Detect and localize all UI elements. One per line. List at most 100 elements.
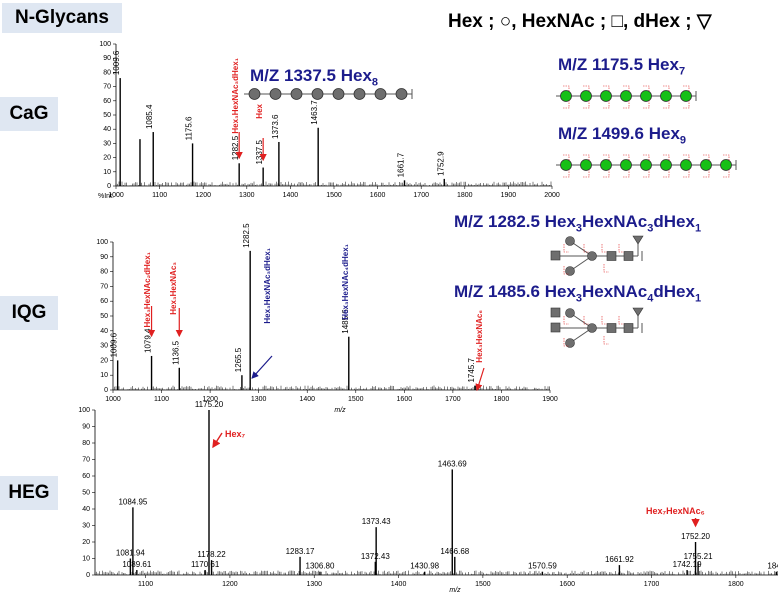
baseline-noise xyxy=(112,385,550,390)
y-tick-label: 0 xyxy=(86,572,90,579)
symbol-legend: Hex ; ○, HexNAc ; □, dHex ; ▽ xyxy=(448,11,712,32)
x-tick-label: 1200 xyxy=(195,192,211,199)
fragment-line xyxy=(603,336,609,345)
fragment-line xyxy=(683,154,690,178)
peak-label: 1745.7 xyxy=(467,358,476,383)
peak-label: 1084.95 xyxy=(118,497,147,506)
hex-circle xyxy=(580,159,592,171)
hex-circle xyxy=(600,159,612,171)
fragment-line xyxy=(601,244,607,253)
peak-label: 1485.6 xyxy=(341,309,350,334)
peak-label: 1337.5 xyxy=(255,140,264,165)
hex-circle xyxy=(560,159,572,171)
annotation-label: Hex₇HexNAc₆ xyxy=(646,506,705,516)
chart-heg: 0 10 20 30 40 50 60 70 80 90 100 1100 1200 1300 1400 15… xyxy=(78,400,778,594)
y-tick-label: 80 xyxy=(100,269,108,276)
hex-circle xyxy=(565,236,575,246)
fragment-line xyxy=(643,154,650,178)
y-tick-label: 0 xyxy=(107,183,111,190)
y-tick-label: 80 xyxy=(82,440,90,447)
hex-circle xyxy=(290,88,303,100)
peak-label: 1752.9 xyxy=(436,151,445,176)
peak-label: 1175.6 xyxy=(185,116,194,140)
y-tick-label: 90 xyxy=(100,254,108,261)
annotation-label: Hex₃HexNAc₃ xyxy=(169,262,178,315)
fragment-line xyxy=(563,316,569,325)
fragment-line xyxy=(618,244,624,253)
x-tick-label: 1900 xyxy=(542,396,558,403)
panel-label-heg: HEG xyxy=(0,476,58,510)
peak-label: 1306.80 xyxy=(306,562,335,571)
x-tick-label: 1400 xyxy=(299,396,315,403)
y-tick-label: 0 xyxy=(104,387,108,394)
hex-circle xyxy=(720,159,732,171)
hex-circle xyxy=(680,159,692,171)
y-tick-label: 60 xyxy=(100,298,108,305)
peak-label: 1570.59 xyxy=(528,562,557,571)
peak-label: 1081.94 xyxy=(116,549,145,558)
x-tick-label: 1700 xyxy=(445,396,461,403)
dhex-triangle xyxy=(632,307,644,317)
glycan-iqg-b xyxy=(550,307,644,348)
glycan-cag-b xyxy=(556,159,737,171)
fragment-line xyxy=(583,316,589,325)
hex-circle xyxy=(640,159,652,171)
x-tick-label: 1400 xyxy=(283,192,299,199)
peak-label: 1009.6 xyxy=(112,50,121,75)
x-tick-label: 1500 xyxy=(326,192,342,199)
fragments-cag-a xyxy=(563,85,690,109)
x-axis-label: m/z xyxy=(449,587,461,594)
x-tick-label: 1700 xyxy=(644,581,660,588)
hexnac-square xyxy=(623,323,634,333)
hex-circle xyxy=(565,338,575,348)
y-tick-label: 50 xyxy=(82,490,90,497)
peak-label: 1742.19 xyxy=(673,560,702,569)
hex-circle xyxy=(374,88,387,100)
x-tick-label: 1600 xyxy=(397,396,413,403)
structure-title-cag-main: M/Z 1337.5 Hex8 xyxy=(250,66,379,89)
x-tick-label: 1600 xyxy=(559,581,575,588)
x-tick-label: 1000 xyxy=(108,192,124,199)
structure-title-cag-b: M/Z 1499.6 Hex9 xyxy=(558,124,687,147)
hexnac-square xyxy=(606,251,617,261)
fragment-line xyxy=(563,244,569,253)
peak-label: 1463.7 xyxy=(310,100,319,125)
peak-label: 1661.7 xyxy=(397,152,406,177)
annotation-label: Hex₃HexNAc₃dHex₁ xyxy=(231,57,240,133)
peak-label: 1089.61 xyxy=(122,560,151,569)
hex-circle xyxy=(587,323,597,333)
y-tick-label: 40 xyxy=(100,328,108,335)
x-tick-label: 1700 xyxy=(413,192,429,199)
fragment-line xyxy=(603,264,609,273)
x-tick-label: 1000 xyxy=(105,396,121,403)
x-tick-label: 1800 xyxy=(457,192,473,199)
y-tick-label: 10 xyxy=(82,556,90,563)
fragment-line xyxy=(663,154,670,178)
x-tick-label: 1100 xyxy=(154,396,169,403)
peak-label: 1373.43 xyxy=(362,517,391,526)
peak-label: 1282.5 xyxy=(242,223,251,248)
y-tick-label: 20 xyxy=(100,357,108,364)
hex-circle xyxy=(269,88,282,100)
y-tick-label: 70 xyxy=(82,457,90,464)
peak-label: 1752.20 xyxy=(681,532,710,541)
annotation-label: Hex₃HexNAc₂dHex₁ xyxy=(143,251,152,327)
y-tick-label: 10 xyxy=(103,169,111,176)
fragment-line xyxy=(623,154,630,178)
fragment-line xyxy=(703,154,710,178)
y-tick-label: 100 xyxy=(78,407,90,414)
fragment-line xyxy=(643,85,650,109)
hex-circle xyxy=(332,88,345,100)
y-tick-label: 90 xyxy=(103,55,111,62)
hex-circle xyxy=(660,90,672,102)
peak-label: 1282.5 xyxy=(231,135,240,160)
hexnac-square xyxy=(623,251,634,261)
hex-circle xyxy=(600,90,612,102)
hexnac-square xyxy=(606,323,617,333)
peak-label: 1373.6 xyxy=(271,114,280,139)
hex-circle xyxy=(680,90,692,102)
x-tick-label: 1300 xyxy=(251,396,267,403)
fragment-line xyxy=(618,316,624,325)
annotation-arrow xyxy=(475,367,485,392)
